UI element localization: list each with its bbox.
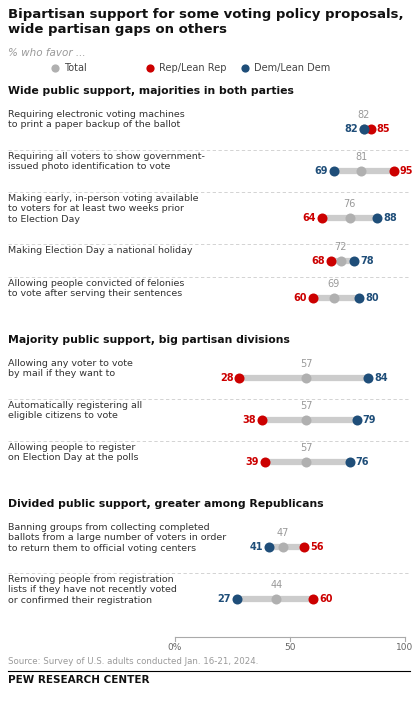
Point xyxy=(52,63,58,74)
Point xyxy=(259,414,266,425)
Point xyxy=(234,593,241,605)
Text: 0%: 0% xyxy=(168,643,182,652)
Text: 57: 57 xyxy=(300,443,312,453)
Point xyxy=(303,456,310,467)
Point xyxy=(261,456,268,467)
Text: 76: 76 xyxy=(356,457,369,467)
Text: 44: 44 xyxy=(270,580,282,590)
Text: Wide public support, majorities in both parties: Wide public support, majorities in both … xyxy=(8,86,294,96)
Point xyxy=(236,373,243,384)
Text: Total: Total xyxy=(64,63,87,73)
Point xyxy=(303,373,310,384)
Text: 27: 27 xyxy=(218,594,231,604)
Text: Allowing any voter to vote
by mail if they want to: Allowing any voter to vote by mail if th… xyxy=(8,359,133,378)
Point xyxy=(356,292,362,304)
Point xyxy=(331,292,337,304)
Text: 80: 80 xyxy=(365,293,378,303)
Point xyxy=(337,255,344,266)
Point xyxy=(365,373,372,384)
Point xyxy=(351,255,358,266)
Text: 64: 64 xyxy=(303,213,316,223)
Text: 39: 39 xyxy=(245,457,259,467)
Text: 72: 72 xyxy=(334,242,347,252)
Point xyxy=(310,593,316,605)
Text: 60: 60 xyxy=(319,594,333,604)
Text: 88: 88 xyxy=(383,213,397,223)
Text: Banning groups from collecting completed
ballots from a large number of voters i: Banning groups from collecting completed… xyxy=(8,523,226,553)
Text: 69: 69 xyxy=(328,279,340,289)
Point xyxy=(273,593,280,605)
Text: 41: 41 xyxy=(250,542,263,552)
Point xyxy=(346,456,353,467)
Point xyxy=(280,541,286,553)
Point xyxy=(346,212,353,224)
Point xyxy=(353,414,360,425)
Text: Making early, in-person voting available
to voters for at least two weeks prior
: Making early, in-person voting available… xyxy=(8,194,199,224)
Text: 81: 81 xyxy=(355,152,368,162)
Point xyxy=(367,123,374,134)
Point xyxy=(390,165,397,176)
Text: 84: 84 xyxy=(374,373,388,383)
Text: 38: 38 xyxy=(243,415,256,425)
Point xyxy=(241,63,248,74)
Text: 57: 57 xyxy=(300,401,312,411)
Text: 28: 28 xyxy=(220,373,234,383)
Point xyxy=(358,165,365,176)
Point xyxy=(147,63,153,74)
Text: 56: 56 xyxy=(310,542,323,552)
Text: Requiring electronic voting machines
to print a paper backup of the ballot: Requiring electronic voting machines to … xyxy=(8,110,185,129)
Point xyxy=(374,212,381,224)
Text: 69: 69 xyxy=(314,166,328,176)
Text: % who favor ...: % who favor ... xyxy=(8,48,86,58)
Text: 95: 95 xyxy=(399,166,413,176)
Text: 100: 100 xyxy=(396,643,414,652)
Text: Source: Survey of U.S. adults conducted Jan. 16-21, 2024.: Source: Survey of U.S. adults conducted … xyxy=(8,657,258,666)
Text: Dem/Lean Dem: Dem/Lean Dem xyxy=(254,63,330,73)
Text: 79: 79 xyxy=(363,415,376,425)
Text: PEW RESEARCH CENTER: PEW RESEARCH CENTER xyxy=(8,675,150,685)
Text: 76: 76 xyxy=(344,199,356,209)
Text: Requiring all voters to show government-
issued photo identification to vote: Requiring all voters to show government-… xyxy=(8,152,205,172)
Text: Allowing people to register
on Election Day at the polls: Allowing people to register on Election … xyxy=(8,443,139,463)
Point xyxy=(300,541,307,553)
Text: Automatically registering all
eligible citizens to vote: Automatically registering all eligible c… xyxy=(8,401,142,420)
Text: 47: 47 xyxy=(277,528,289,538)
Point xyxy=(319,212,326,224)
Point xyxy=(331,165,337,176)
Text: 78: 78 xyxy=(360,255,374,266)
Point xyxy=(360,123,367,134)
Text: Removing people from registration
lists if they have not recently voted
or confi: Removing people from registration lists … xyxy=(8,575,177,605)
Point xyxy=(310,292,316,304)
Text: 57: 57 xyxy=(300,359,312,369)
Text: 82: 82 xyxy=(357,110,370,120)
Text: 50: 50 xyxy=(284,643,296,652)
Text: 82: 82 xyxy=(344,124,357,134)
Point xyxy=(303,414,310,425)
Text: Bipartisan support for some voting policy proposals,
wide partisan gaps on other: Bipartisan support for some voting polic… xyxy=(8,8,404,36)
Point xyxy=(266,541,273,553)
Text: 60: 60 xyxy=(294,293,307,303)
Text: Divided public support, greater among Republicans: Divided public support, greater among Re… xyxy=(8,499,324,509)
Text: Allowing people convicted of felonies
to vote after serving their sentences: Allowing people convicted of felonies to… xyxy=(8,279,184,298)
Text: 68: 68 xyxy=(312,255,326,266)
Text: Rep/Lean Rep: Rep/Lean Rep xyxy=(159,63,226,73)
Text: 85: 85 xyxy=(376,124,390,134)
Point xyxy=(328,255,335,266)
Text: Majority public support, big partisan divisions: Majority public support, big partisan di… xyxy=(8,335,290,345)
Point xyxy=(360,123,367,134)
Text: Making Election Day a national holiday: Making Election Day a national holiday xyxy=(8,246,192,255)
